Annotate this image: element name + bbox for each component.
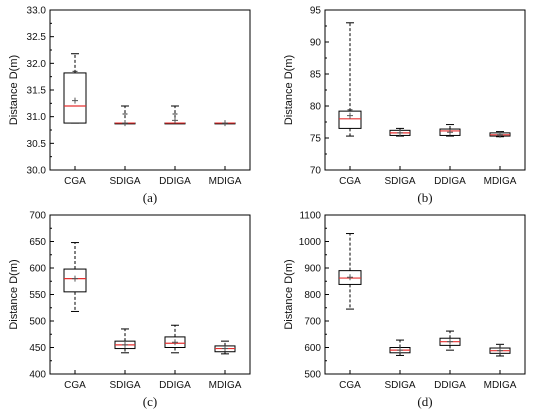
box-ddiga [439,330,461,351]
x-tick-label: DDIGA [159,176,191,187]
x-tick-label: SDIGA [384,380,415,391]
y-tick-label: 650 [29,237,46,248]
y-tick-label: 400 [29,370,46,381]
mean-marker [122,120,128,127]
panel-d: 500 600 700 800 900 1000 1100 Distance D(m) CGA S… [283,211,526,409]
y-tick-label: 900 [304,264,321,275]
y-axis-label: Distance D(m) [283,259,295,329]
y-tick-label: 600 [29,264,46,275]
mean-marker [347,112,353,119]
x-tick-label: MDIGA [484,176,517,187]
x-tick-label: DDIGA [159,380,191,391]
mean-marker [447,338,453,345]
box-sdiga [114,105,136,127]
y-tick-label: 80 [310,102,322,113]
x-tick-label: MDIGA [209,176,242,187]
mean-marker [72,97,78,104]
y-tick-label: 31.0 [27,112,47,123]
panel-caption: (c) [143,394,157,409]
box-ddiga [164,324,186,354]
y-tick-label: 31.5 [27,86,47,97]
x-tick-label: CGA [64,176,86,187]
panel-caption: (d) [417,394,432,409]
y-axis-label: Distance D(m) [283,55,295,125]
panel-b: 70 75 80 85 90 95 Distance D(m) CGA SDIGA DDIGA MD… [283,6,526,205]
y-tick-label: 1100 [299,211,321,222]
panel-caption: (a) [143,190,157,205]
x-tick-label: SDIGA [109,176,140,187]
y-tick-label: 550 [29,290,46,301]
x-tick-label: SDIGA [384,176,415,187]
plot-frame [324,9,526,171]
y-tick-label: 75 [310,134,322,145]
box-mdiga [214,120,236,127]
y-tick-label: 500 [304,370,321,381]
box-ddiga [164,105,186,125]
mean-marker [72,275,78,282]
mean-marker [497,131,503,138]
box-sdiga [389,339,411,356]
y-tick-label: 70 [310,166,322,177]
y-axis-label: Distance D(m) [8,55,20,125]
y-tick-label: 32.0 [27,59,47,70]
mean-marker [447,129,453,136]
x-tick-label: CGA [339,380,361,391]
mean-marker [222,345,228,352]
box-cga [338,233,362,310]
mean-marker [172,117,178,124]
mean-marker [497,347,503,354]
y-tick-label: 30.0 [27,166,47,177]
y-tick-label: 450 [29,343,46,354]
box-cga [338,22,362,137]
box-ddiga [439,124,461,137]
mean-marker [222,120,228,127]
mean-marker [172,339,178,346]
y-tick-label: 85 [310,70,322,81]
box-mdiga [489,131,511,138]
y-tick-label: 95 [310,6,322,17]
iqr-box [338,110,362,129]
y-tick-label: 33.0 [27,6,47,17]
x-tick-label: CGA [339,176,361,187]
y-axis-label: Distance D(m) [8,259,20,329]
x-tick-label: MDIGA [209,380,242,391]
y-tick-label: 30.5 [27,139,47,150]
mean-marker [347,274,353,281]
box-cga [63,242,87,312]
mean-marker [122,341,128,348]
panel-a: 30.0 30.5 31.0 31.5 32.0 32.5 33.0 Distance D(m… [8,6,251,205]
x-tick-label: SDIGA [109,380,140,391]
x-tick-label: MDIGA [484,380,517,391]
mean-marker [397,129,403,136]
y-tick-label: 600 [304,343,321,354]
y-tick-label: 32.5 [27,32,47,43]
y-tick-label: 1000 [299,237,322,248]
mean-marker [397,347,403,354]
box-mdiga [489,343,511,357]
y-tick-label: 800 [304,290,321,301]
panel-c: 400 450 500 550 600 650 700 Distance D(m) CGA SDI… [8,211,251,409]
box-sdiga [114,328,136,354]
x-tick-label: DDIGA [434,380,466,391]
y-tick-label: 500 [29,317,46,328]
box-cga [63,53,87,124]
x-tick-label: DDIGA [434,176,466,187]
box-sdiga [389,127,411,137]
panel-caption: (b) [417,190,432,205]
box-mdiga [214,340,236,355]
y-tick-label: 700 [29,211,46,222]
y-tick-label: 90 [310,38,322,49]
x-tick-label: CGA [64,380,86,391]
y-tick-label: 700 [304,317,321,328]
